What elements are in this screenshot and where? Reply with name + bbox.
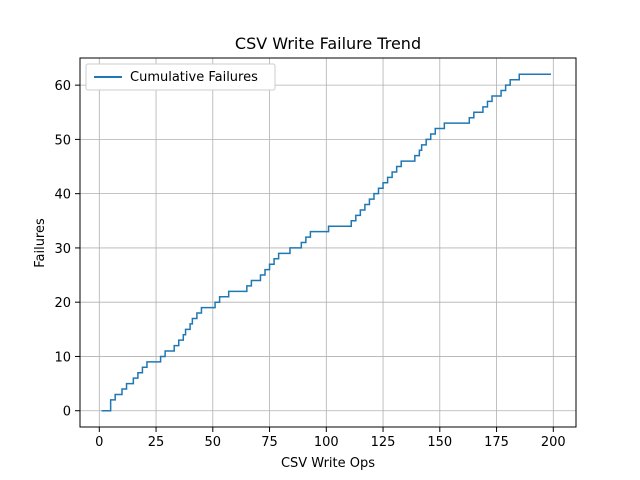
- y-tick-label: 40: [54, 188, 71, 203]
- y-tick-label: 0: [63, 405, 71, 420]
- x-tick-label: 0: [95, 435, 103, 450]
- x-tick-label: 75: [261, 435, 278, 450]
- legend: Cumulative Failures: [85, 63, 276, 91]
- x-tick-label: 25: [148, 435, 165, 450]
- x-tick-label: 150: [427, 435, 452, 450]
- y-tick-label: 30: [54, 242, 71, 257]
- y-tick-label: 60: [54, 79, 71, 94]
- chart-title: CSV Write Failure Trend: [235, 34, 421, 53]
- legend-label: Cumulative Failures: [130, 70, 258, 85]
- x-axis-label: CSV Write Ops: [281, 456, 375, 471]
- x-tick-label: 100: [314, 435, 339, 450]
- x-tick-label: 200: [541, 435, 566, 450]
- y-tick-label: 20: [54, 296, 71, 311]
- y-tick-label: 50: [54, 133, 71, 148]
- y-axis-label: Failures: [33, 218, 48, 268]
- x-tick-label: 175: [484, 435, 509, 450]
- x-tick-label: 125: [371, 435, 396, 450]
- legend-box: [85, 63, 276, 91]
- grid: [80, 58, 576, 427]
- axis-ticks: 0 25 50 75 100 125 150 175 200 0 10 20 30 40 50 60: [54, 79, 565, 450]
- series-layer: [101, 73, 552, 412]
- series-line-cumulative-failures: [101, 73, 552, 412]
- y-tick-label: 10: [54, 350, 71, 365]
- plot-area-frame: [79, 57, 577, 428]
- x-tick-label: 50: [205, 435, 222, 450]
